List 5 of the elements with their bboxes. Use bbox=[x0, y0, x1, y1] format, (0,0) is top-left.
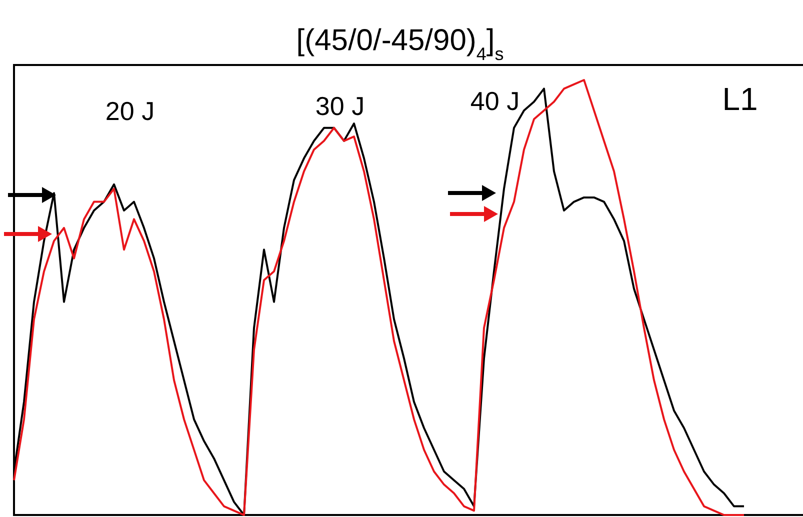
chart-title: [(45/0/-45/90)$_{4}$]$_{s}$ bbox=[296, 24, 504, 64]
annotation: 40 J bbox=[470, 86, 520, 116]
annotation: 30 J bbox=[315, 91, 365, 121]
annotation: 20 J bbox=[105, 96, 155, 126]
annotation: L1 bbox=[722, 81, 758, 117]
